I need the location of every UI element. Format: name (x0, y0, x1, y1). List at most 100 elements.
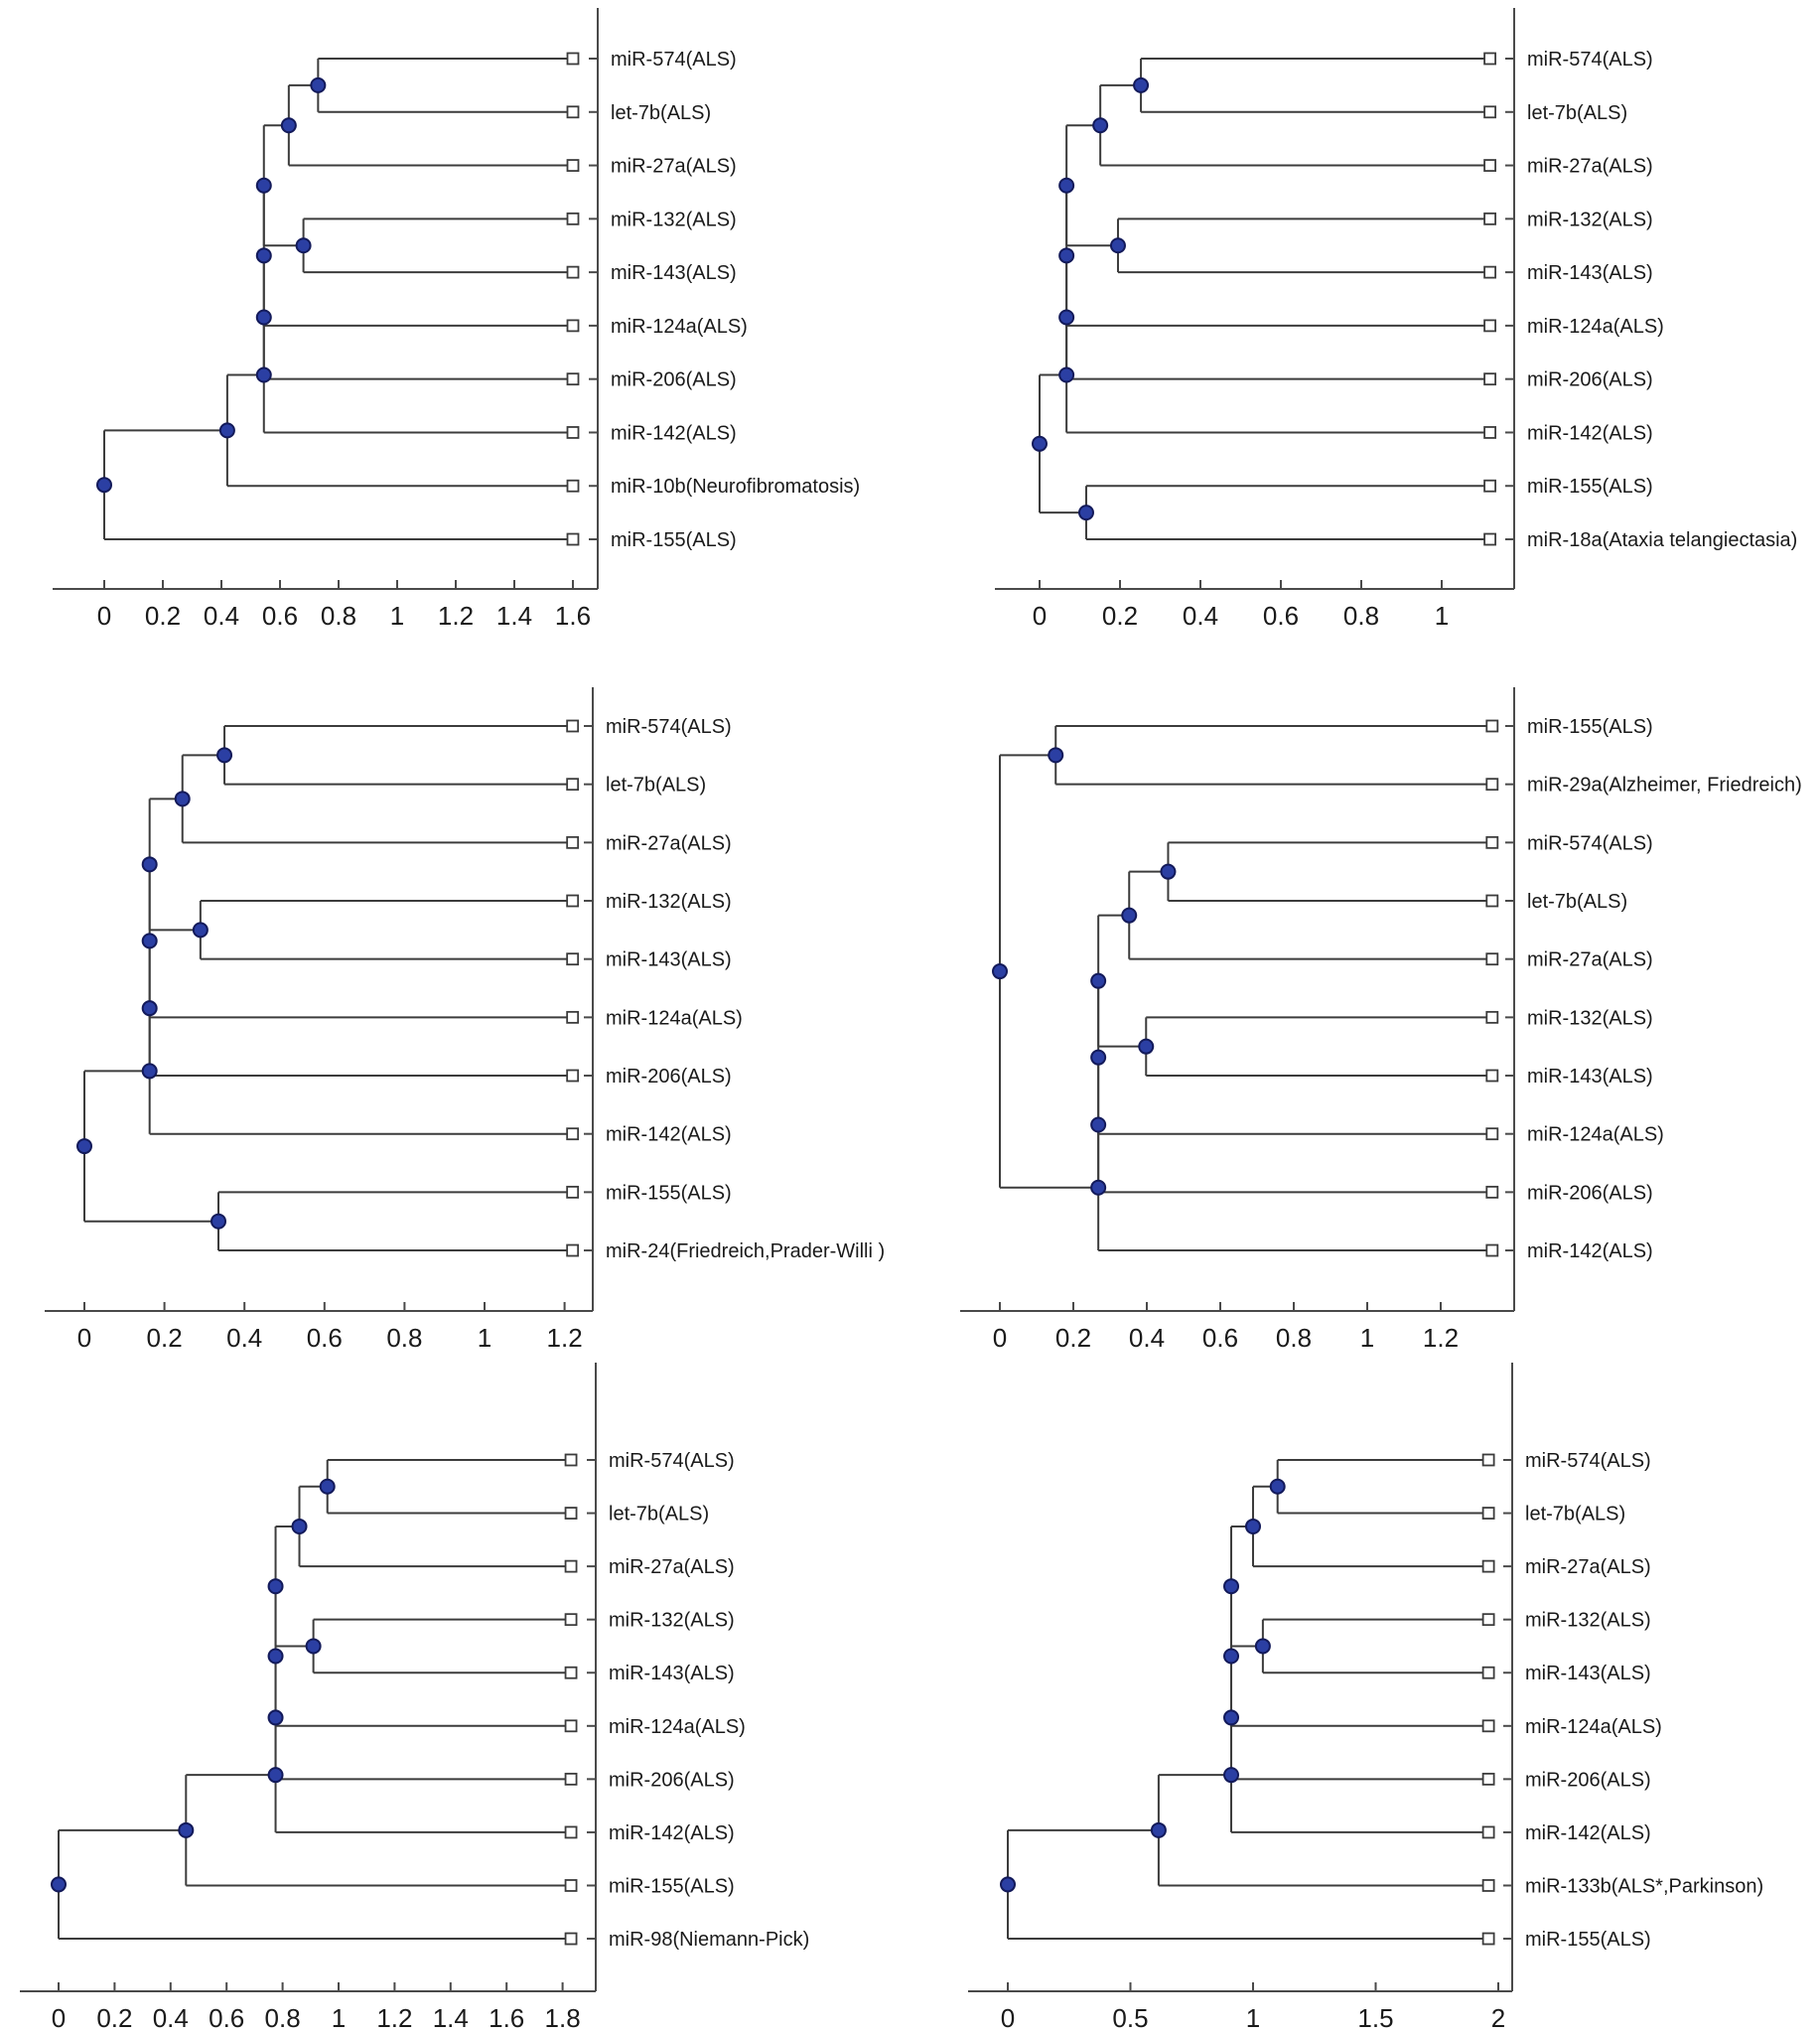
axis-tick-label: 0.8 (265, 2003, 301, 2033)
cluster-node (1058, 247, 1075, 264)
leaf-marker (566, 1010, 580, 1024)
dendrogram-panel-bottom-left: 0 0.2 0.4 0.6 0.8 1 1.2 1.4 1.6 1.8 miR-574(ALS) le… (20, 1363, 809, 2033)
cluster-node (141, 933, 158, 949)
leaf-marker (1483, 372, 1496, 386)
axis-tick-label: 1 (332, 2003, 346, 2033)
cluster-node (267, 1578, 284, 1595)
axis-tick-label: 1.4 (433, 2003, 469, 2033)
cluster-node (255, 366, 272, 383)
cluster-node (1090, 972, 1107, 989)
cluster-node (1150, 1821, 1167, 1838)
cluster-node (1000, 1876, 1016, 1893)
leaf-label: miR-574(ALS) (1527, 49, 1653, 71)
axes (960, 687, 1515, 1312)
leaf-marker (1481, 1932, 1495, 1946)
leaf-marker (1483, 426, 1496, 439)
axis-tick-label: 0.8 (321, 601, 356, 631)
leaf-label: let-7b(ALS) (1527, 891, 1627, 913)
leaf-marker (1481, 1453, 1495, 1467)
leaf-marker (1485, 1010, 1499, 1024)
cluster-node (1058, 366, 1075, 383)
leaf-marker (566, 159, 580, 172)
leaf-marker (566, 1069, 580, 1083)
leaf-label: miR-155(ALS) (1527, 716, 1653, 738)
cluster-node (216, 747, 233, 764)
leaf-marker (1481, 1507, 1495, 1520)
leaf-marker (1483, 265, 1496, 279)
leaf-marker (564, 1453, 578, 1467)
leaf-marker (566, 265, 580, 279)
leaf-marker (564, 1507, 578, 1520)
leaf-label: miR-124a(ALS) (1525, 1716, 1662, 1738)
axes (53, 8, 599, 590)
cluster-node (1090, 1049, 1107, 1066)
cluster-node (1032, 435, 1048, 452)
axes (968, 1363, 1513, 1992)
leaf-marker (1483, 319, 1496, 333)
leaf-label: miR-206(ALS) (1527, 1182, 1653, 1204)
leaf-label: miR-132(ALS) (609, 1610, 735, 1632)
leaf-marker (1483, 479, 1496, 493)
leaf-marker (566, 719, 580, 733)
axis-tick-label: 1.8 (545, 2003, 581, 2033)
leaf-label: miR-124a(ALS) (606, 1007, 743, 1029)
cluster-node (192, 922, 209, 939)
leaf-marker (1483, 159, 1496, 172)
cluster-node (1223, 1767, 1240, 1784)
leaf-label: miR-142(ALS) (606, 1124, 732, 1146)
dendrogram-panel-bottom-right: 0 0.5 1 1.5 2 miR-574(ALS) let-7b(ALS) miR-27a(… (968, 1363, 1763, 2033)
branches (103, 58, 573, 541)
leaf-label: miR-155(ALS) (606, 1182, 732, 1204)
leaf-label: miR-574(ALS) (609, 1450, 735, 1472)
axis-tick-label: 0.6 (1263, 601, 1299, 631)
cluster-node (1092, 117, 1109, 134)
axis-tick-label: 0.8 (1343, 601, 1379, 631)
leaf-marker (566, 426, 580, 439)
cluster-node (280, 117, 297, 134)
leaf-label: miR-132(ALS) (1525, 1610, 1651, 1632)
leaf-marker (1485, 1069, 1499, 1083)
axis-tick-label: 0.6 (1202, 1323, 1238, 1353)
cluster-node (255, 177, 272, 194)
axis-tick-label: 1 (1360, 1323, 1374, 1353)
leaf-label: miR-155(ALS) (1527, 476, 1653, 498)
cluster-node (1223, 1578, 1240, 1595)
cluster-node (218, 422, 235, 439)
leaf-label: miR-124a(ALS) (1527, 1124, 1664, 1146)
axis-tick-label: 0.5 (1112, 2003, 1148, 2033)
leaf-marker (1481, 1719, 1495, 1733)
leaf-marker (1485, 952, 1499, 966)
axes (995, 8, 1515, 590)
axis-tick-label: 1.4 (496, 601, 532, 631)
branches (1039, 58, 1490, 541)
leaf-marker (564, 1559, 578, 1573)
cluster-node (267, 1709, 284, 1726)
leaf-marker (564, 1879, 578, 1892)
leaf-marker (1485, 835, 1499, 849)
axis-tick-label: 1.5 (1357, 2003, 1393, 2033)
cluster-node (1090, 1116, 1107, 1133)
cluster-node (51, 1876, 67, 1893)
leaf-marker (566, 778, 580, 792)
leaf-label: miR-133b(ALS*,Parkinson) (1525, 1875, 1763, 1897)
leaf-marker (566, 1127, 580, 1141)
axis-tick-label: 0.8 (386, 1323, 422, 1353)
leaf-marker (1481, 1666, 1495, 1679)
axes (45, 687, 594, 1312)
axis-tick-label: 1.6 (489, 2003, 524, 2033)
leaf-label: miR-143(ALS) (606, 949, 732, 971)
axis-tick-label: 1 (1246, 2003, 1260, 2033)
dendrogram-panel-middle-right: 0 0.2 0.4 0.6 0.8 1 1.2 miR-155(ALS) miR-29a(Alz… (960, 687, 1802, 1353)
leaf-marker (1481, 1772, 1495, 1786)
leaf-label: let-7b(ALS) (1527, 102, 1627, 124)
dendrogram-panel-middle-left: 0 0.2 0.4 0.6 0.8 1 1.2 miR-574(ALS) let-7b(ALS)… (45, 687, 885, 1353)
leaf-label: miR-124a(ALS) (1527, 316, 1664, 338)
leaf-label: miR-206(ALS) (1525, 1769, 1651, 1791)
leaf-marker (564, 1666, 578, 1679)
axis-tick-label: 0.2 (147, 1323, 183, 1353)
axis-tick-label: 0 (1033, 601, 1047, 631)
leaf-label: miR-27a(ALS) (1525, 1556, 1651, 1578)
leaf-marker (564, 1613, 578, 1627)
leaf-label: miR-27a(ALS) (606, 832, 732, 854)
axes (20, 1363, 597, 1992)
